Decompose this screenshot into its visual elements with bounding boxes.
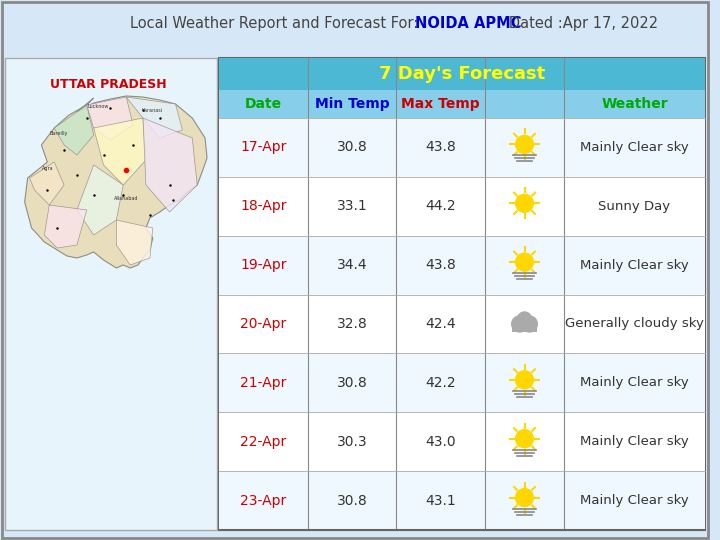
Circle shape (516, 253, 534, 271)
Text: Date: Date (245, 97, 282, 111)
FancyBboxPatch shape (219, 412, 705, 471)
Polygon shape (77, 165, 123, 235)
FancyBboxPatch shape (219, 177, 705, 236)
Text: 32.8: 32.8 (336, 317, 367, 331)
Polygon shape (94, 118, 146, 185)
Polygon shape (117, 220, 153, 265)
Text: 22-Apr: 22-Apr (240, 435, 287, 449)
Circle shape (516, 136, 534, 153)
FancyBboxPatch shape (219, 295, 705, 353)
Text: 23-Apr: 23-Apr (240, 494, 287, 508)
Text: 34.4: 34.4 (337, 258, 367, 272)
Text: Generally cloudy sky: Generally cloudy sky (565, 318, 704, 330)
FancyBboxPatch shape (219, 353, 705, 412)
Circle shape (516, 371, 534, 389)
FancyBboxPatch shape (219, 471, 705, 530)
Circle shape (516, 194, 534, 212)
Text: Max Temp: Max Temp (401, 97, 480, 111)
FancyBboxPatch shape (5, 58, 217, 530)
Text: 20-Apr: 20-Apr (240, 317, 287, 331)
Text: 21-Apr: 21-Apr (240, 376, 287, 390)
Polygon shape (143, 118, 197, 212)
Text: 30.8: 30.8 (336, 494, 367, 508)
Text: Sunny Day: Sunny Day (598, 200, 670, 213)
Polygon shape (24, 96, 207, 268)
FancyBboxPatch shape (219, 236, 705, 295)
Text: 30.3: 30.3 (337, 435, 367, 449)
Polygon shape (45, 205, 86, 248)
Text: 33.1: 33.1 (336, 199, 367, 213)
Text: Local Weather Report and Forecast For:: Local Weather Report and Forecast For: (130, 16, 423, 31)
Circle shape (518, 312, 531, 326)
FancyBboxPatch shape (512, 322, 537, 332)
Text: 18-Apr: 18-Apr (240, 199, 287, 213)
Text: 42.4: 42.4 (426, 317, 456, 331)
FancyBboxPatch shape (219, 58, 705, 530)
Polygon shape (86, 97, 133, 140)
Text: Mainly Clear sky: Mainly Clear sky (580, 494, 689, 507)
Text: NOIDA APMC: NOIDA APMC (415, 16, 521, 31)
Text: Agra: Agra (42, 166, 53, 171)
Text: Min Temp: Min Temp (315, 97, 390, 111)
Circle shape (516, 489, 534, 507)
Text: 7 Day's Forecast: 7 Day's Forecast (379, 65, 545, 83)
FancyBboxPatch shape (219, 58, 705, 90)
Text: Mainly Clear sky: Mainly Clear sky (580, 376, 689, 389)
Text: Bareilly: Bareilly (50, 131, 68, 136)
Polygon shape (54, 105, 94, 155)
Text: 43.8: 43.8 (426, 258, 456, 272)
Text: Weather: Weather (601, 97, 667, 111)
Text: Mainly Clear sky: Mainly Clear sky (580, 259, 689, 272)
Text: 42.2: 42.2 (426, 376, 456, 390)
Circle shape (512, 316, 528, 332)
Text: 30.8: 30.8 (336, 140, 367, 154)
Text: 17-Apr: 17-Apr (240, 140, 287, 154)
Text: Mainly Clear sky: Mainly Clear sky (580, 141, 689, 154)
Text: UTTAR PRADESH: UTTAR PRADESH (50, 78, 167, 91)
Circle shape (516, 430, 534, 448)
Text: Varanasi: Varanasi (143, 108, 163, 113)
Circle shape (521, 316, 537, 332)
Text: Allahabad: Allahabad (114, 196, 138, 201)
Text: Mainly Clear sky: Mainly Clear sky (580, 435, 689, 448)
Text: 43.0: 43.0 (426, 435, 456, 449)
Text: 30.8: 30.8 (336, 376, 367, 390)
Text: 44.2: 44.2 (426, 199, 456, 213)
Text: 43.1: 43.1 (426, 494, 456, 508)
Text: Lucknow: Lucknow (88, 104, 109, 109)
FancyBboxPatch shape (219, 90, 705, 118)
Text: Dated :Apr 17, 2022: Dated :Apr 17, 2022 (495, 16, 659, 31)
Text: 19-Apr: 19-Apr (240, 258, 287, 272)
Polygon shape (30, 162, 64, 205)
Polygon shape (126, 97, 182, 138)
Text: 43.8: 43.8 (426, 140, 456, 154)
FancyBboxPatch shape (219, 118, 705, 177)
